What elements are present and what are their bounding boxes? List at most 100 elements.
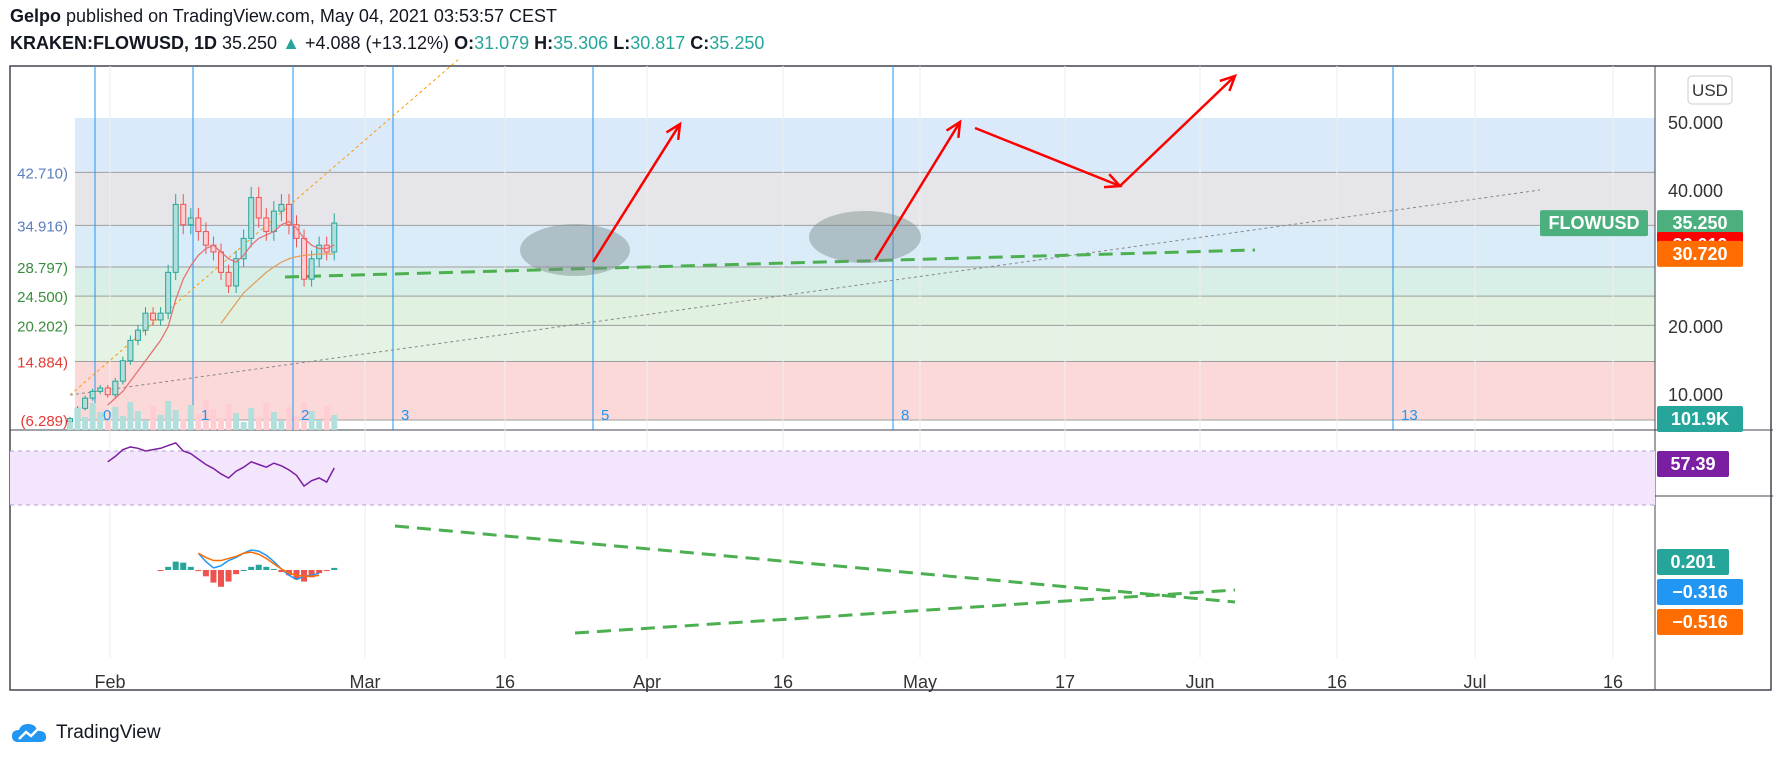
pattern-ellipse — [520, 224, 630, 276]
currency-label: USD — [1692, 81, 1728, 100]
symbol-label: KRAKEN:FLOWUSD, 1D — [10, 33, 217, 53]
volume-bar — [187, 405, 194, 430]
volume-bar — [165, 401, 172, 430]
ohlc-legend: KRAKEN:FLOWUSD, 1D 35.250 ▲ +4.088 (+13.… — [10, 33, 764, 54]
volume-bar — [240, 422, 247, 430]
candle-body — [150, 312, 157, 321]
macd-value-label-box — [1657, 579, 1743, 605]
cloud-icon — [12, 724, 47, 742]
fib-band — [75, 172, 1655, 226]
macd-histogram-bar — [165, 566, 172, 570]
cycle-label: 0 — [103, 407, 111, 424]
volume-bar — [316, 420, 323, 430]
publish-info: Gelpo published on TradingView.com, May … — [10, 6, 557, 27]
candle-body — [263, 217, 270, 233]
x-tick-label: 16 — [773, 672, 793, 692]
chart-frame — [9, 65, 1772, 691]
macd-histogram-bar — [210, 570, 217, 583]
fib-level-label: 42.710) — [17, 165, 68, 182]
candle-body — [165, 271, 172, 314]
fib-band — [75, 296, 1655, 326]
macd-histogram-bar — [218, 570, 224, 587]
candle-body — [157, 312, 164, 321]
ma-slow-label: 30.720 — [1672, 244, 1727, 264]
volume-bar — [278, 421, 285, 430]
cycle-label: 13 — [1401, 407, 1418, 424]
macd-histogram-bar — [225, 570, 232, 582]
trend-line — [69, 189, 1541, 396]
volume-bar — [323, 406, 330, 430]
x-tick-label: Mar — [350, 672, 381, 692]
fib-band — [75, 118, 1655, 173]
volume-bar — [202, 400, 209, 430]
x-tick-label: Jul — [1463, 672, 1486, 692]
volume-bar — [218, 418, 224, 430]
open-value: 31.079 — [474, 33, 530, 53]
macd-histogram-bar — [248, 566, 255, 570]
volume-bar — [134, 411, 141, 430]
rsi-band — [10, 451, 1655, 505]
macd-histogram-bar — [263, 566, 270, 570]
candle-body — [112, 380, 119, 396]
candle-body — [82, 397, 89, 409]
macd-histogram-bar — [195, 570, 202, 572]
y-tick-label: 50.000 — [1668, 113, 1723, 133]
macd-histogram-bar — [278, 570, 285, 573]
macd-histogram-bar — [316, 570, 323, 574]
volume-bar — [172, 410, 179, 430]
cycle-label: 1 — [201, 407, 209, 424]
macd-lower-trendline — [574, 588, 1236, 635]
candle-body — [240, 237, 247, 260]
macd-histogram-bar — [172, 561, 179, 570]
volume-label: 101.9K — [1671, 409, 1729, 429]
cycle-label: 2 — [301, 407, 309, 424]
candle-body — [134, 329, 141, 341]
close-label: C: — [690, 33, 710, 53]
rsi-line — [107, 442, 335, 488]
candle-body — [172, 203, 179, 273]
candle-body — [97, 387, 104, 392]
candle-body — [119, 360, 126, 382]
macd-histogram-bar — [331, 567, 338, 570]
candle-body — [301, 237, 308, 280]
tradingview-logo[interactable]: TradingView — [10, 722, 161, 744]
x-tick-label: Feb — [94, 672, 125, 692]
x-tick-label: 16 — [1603, 672, 1623, 692]
macd-histogram-bar — [308, 570, 315, 578]
arrow-head — [945, 119, 962, 139]
volume-label-box — [1657, 406, 1743, 432]
candle-body — [316, 244, 323, 260]
volume-bar — [293, 416, 300, 430]
arrow-head — [665, 121, 682, 141]
volume-bar — [248, 408, 255, 430]
arrow-line — [974, 126, 1121, 188]
signal-value-label: −0.516 — [1672, 612, 1728, 632]
volume-bar — [112, 407, 119, 430]
volume-bar — [89, 403, 96, 430]
arrow-line — [873, 121, 962, 261]
x-tick-label: 16 — [1327, 672, 1347, 692]
candle-body — [180, 203, 187, 226]
fib-level-label: 14.884) — [17, 355, 68, 372]
fib-level-label: 24.500) — [17, 289, 68, 306]
cycle-label: 5 — [601, 407, 609, 424]
macd-histogram-bar — [180, 562, 187, 570]
x-tick-label: Jun — [1185, 672, 1214, 692]
candle-body — [225, 271, 232, 287]
cycle-label: 8 — [901, 407, 909, 424]
x-tick-label: 16 — [495, 672, 515, 692]
volume-bar — [127, 402, 134, 430]
macd-histogram-bar — [233, 570, 240, 575]
volume-bar — [233, 413, 240, 430]
candle-body — [331, 222, 338, 253]
candle-body — [270, 210, 277, 233]
x-tick-label: May — [903, 672, 937, 692]
signal-value-label-box — [1657, 609, 1743, 635]
volume-bar — [263, 403, 270, 430]
y-tick-label: 20.000 — [1668, 317, 1723, 337]
y-tick-label: 10.000 — [1668, 385, 1723, 405]
volume-bar — [285, 407, 292, 430]
candle-body — [218, 251, 224, 273]
candle-body — [248, 197, 255, 239]
